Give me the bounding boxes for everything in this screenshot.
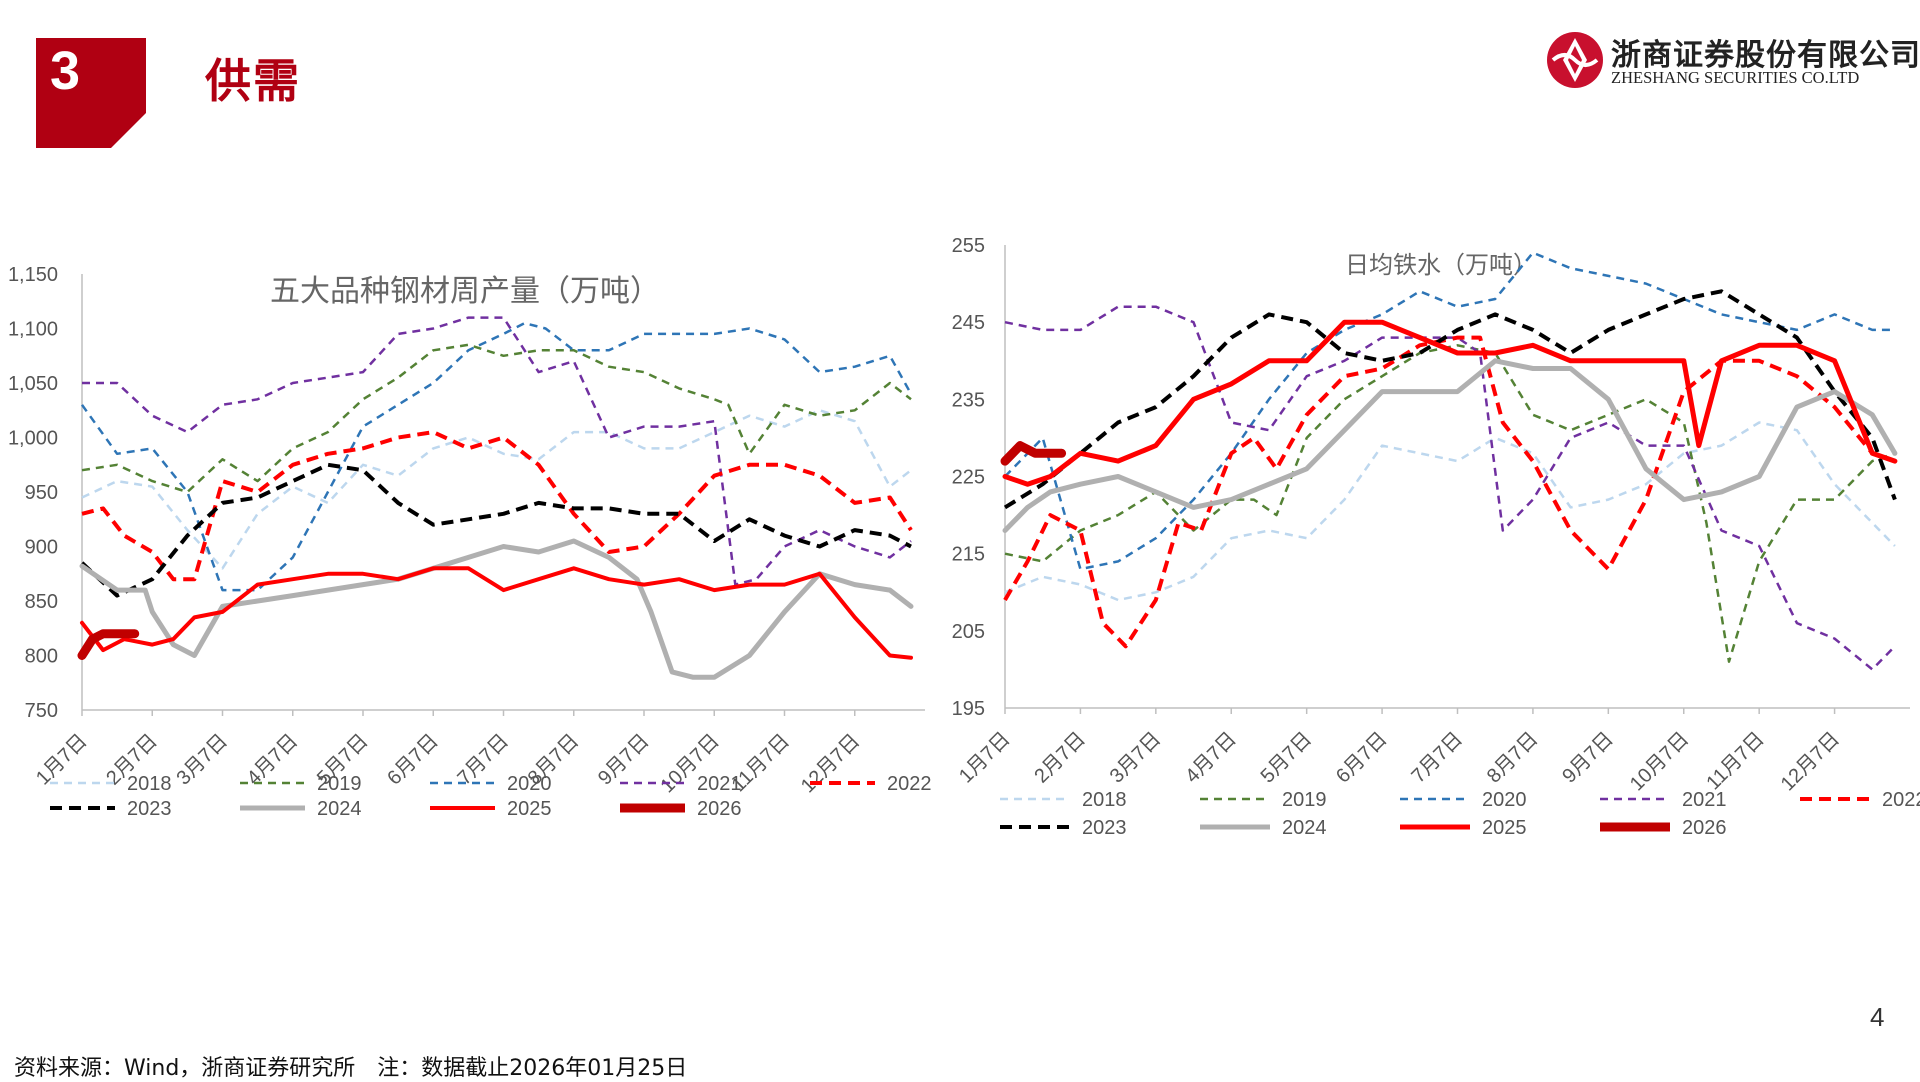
y-tick-label: 800 — [25, 646, 58, 668]
company-logo: 浙商证券股份有限公司 ZHESHANG SECURITIES CO.LTD — [1545, 28, 1920, 92]
x-tick-label: 1月7日 — [32, 730, 92, 790]
legend-label-2025: 2025 — [507, 798, 552, 820]
x-tick-label: 1月7日 — [955, 728, 1015, 788]
x-tick-label: 7月7日 — [1407, 728, 1467, 788]
x-tick-label: 3月7日 — [1106, 728, 1166, 788]
legend-label-2021: 2021 — [697, 773, 742, 795]
legend-label-2019: 2019 — [1282, 789, 1327, 811]
section-badge — [36, 38, 146, 148]
y-tick-label: 255 — [952, 235, 985, 257]
section-title: 供需 — [205, 54, 301, 108]
legend-label-2022: 2022 — [1882, 789, 1920, 811]
y-tick-label: 225 — [952, 467, 985, 489]
x-tick-label: 2月7日 — [1030, 728, 1090, 788]
x-tick-label: 6月7日 — [1332, 728, 1392, 788]
legend-label-2019: 2019 — [317, 773, 362, 795]
series-line-2020 — [1004, 251, 1895, 571]
x-tick-label: 11月7日 — [1702, 728, 1768, 794]
section-number: 3 — [50, 41, 81, 101]
x-tick-label: 12月7日 — [797, 730, 864, 797]
x-tick-label: 8月7日 — [1483, 728, 1543, 788]
y-tick-label: 1,100 — [8, 319, 58, 341]
y-tick-label: 1,050 — [8, 373, 58, 395]
hot-metal-chart: 195 205 215 225 235 245 255 1月7日 2月7日 3月7日 4月7日 5月7… — [952, 235, 1920, 839]
chart-title: 日均铁水（万吨） — [1345, 251, 1537, 279]
company-name-cn: 浙商证券股份有限公司 — [1611, 38, 1920, 73]
series-line-2021 — [82, 316, 912, 586]
legend-label-2018: 2018 — [1082, 789, 1127, 811]
y-tick-label: 245 — [952, 312, 985, 334]
series-line-2026 — [77, 629, 140, 660]
legend-label-2024: 2024 — [317, 798, 362, 820]
series-line-2025 — [1002, 319, 1898, 487]
x-tick-label: 12月7日 — [1777, 728, 1844, 795]
chart-title: 五大品种钢材周产量（万吨） — [270, 274, 660, 309]
series-line-2023 — [1003, 289, 1897, 510]
page-number: 4 — [1870, 1002, 1885, 1032]
x-tick-label: 5月7日 — [1257, 728, 1317, 788]
x-tick-label: 10月7日 — [1626, 728, 1693, 795]
legend-label-2020: 2020 — [507, 773, 552, 795]
series-line-2024 — [79, 538, 914, 680]
series-line-2025 — [80, 566, 913, 660]
legend-label-2023: 2023 — [127, 798, 172, 820]
source-footnote: 资料来源：Wind，浙商证券研究所 注：数据截止2026年01月25日 — [14, 1056, 688, 1081]
legend-label-2018: 2018 — [127, 773, 172, 795]
y-tick-label: 235 — [952, 389, 985, 411]
legend-label-2020: 2020 — [1482, 789, 1527, 811]
series-line-2022 — [81, 430, 913, 582]
x-tick-label: 7月7日 — [453, 730, 513, 790]
y-tick-label: 950 — [25, 482, 58, 504]
y-tick-label: 195 — [952, 698, 985, 720]
series-line-2026 — [1000, 441, 1067, 466]
x-tick-label: 9月7日 — [1558, 728, 1618, 788]
steel-output-chart: 750 800 850 900 950 1,000 1,050 1,100 1,150 1月7日 2… — [8, 264, 932, 820]
y-tick-label: 900 — [25, 537, 58, 559]
x-tick-label: 4月7日 — [1181, 728, 1241, 788]
y-tick-label: 215 — [952, 544, 985, 566]
x-tick-label: 4月7日 — [243, 730, 303, 790]
legend-label-2021: 2021 — [1682, 789, 1727, 811]
y-tick-label: 850 — [25, 591, 58, 613]
x-tick-label: 6月7日 — [383, 730, 443, 790]
legend-label-2022: 2022 — [887, 773, 932, 795]
y-tick-label: 1,000 — [8, 428, 58, 450]
x-tick-label: 3月7日 — [172, 730, 232, 790]
legend-label-2024: 2024 — [1282, 817, 1327, 839]
series-line-2023 — [80, 462, 912, 598]
series-line-2024 — [1002, 358, 1898, 533]
x-tick-label: 9月7日 — [594, 730, 654, 790]
legend-label-2026: 2026 — [697, 798, 742, 820]
series-line-2022 — [1003, 335, 1896, 649]
series-line-2019 — [81, 343, 912, 494]
series-line-2018 — [1004, 421, 1896, 602]
company-name-en: ZHESHANG SECURITIES CO.LTD — [1611, 68, 1860, 87]
y-tick-label: 205 — [952, 621, 985, 643]
legend-label-2025: 2025 — [1482, 817, 1527, 839]
y-tick-label: 750 — [25, 700, 58, 722]
legend-label-2026: 2026 — [1682, 817, 1727, 839]
legend-label-2023: 2023 — [1082, 817, 1127, 839]
zheshang-logo-icon — [1547, 32, 1603, 88]
y-tick-label: 1,150 — [8, 264, 58, 286]
series-line-2018 — [81, 409, 912, 570]
series-line-2019 — [1004, 344, 1896, 663]
